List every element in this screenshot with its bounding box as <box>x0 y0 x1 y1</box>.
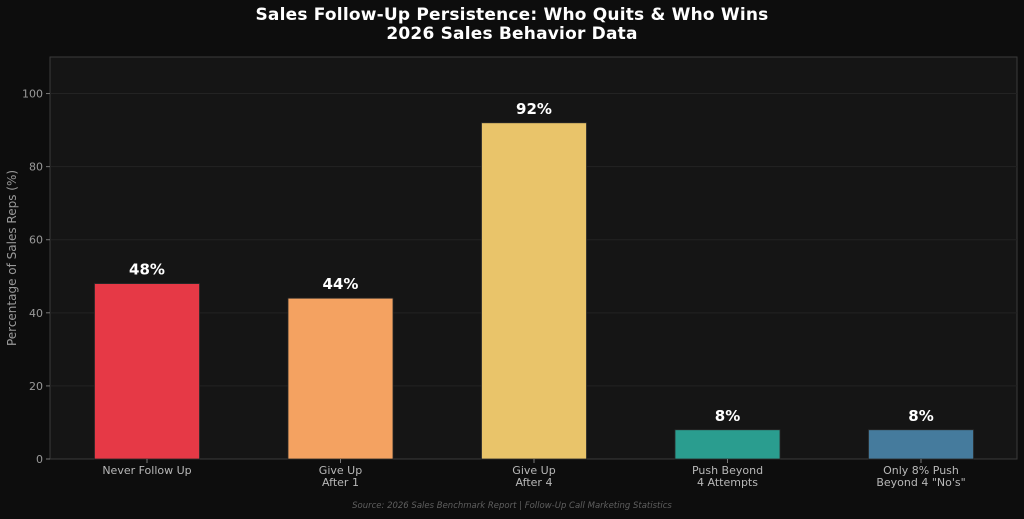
x-tick-label: Beyond 4 "No's" <box>876 476 965 489</box>
data-label: 92% <box>516 100 552 118</box>
bar <box>94 283 200 460</box>
data-label: 48% <box>129 261 165 279</box>
bar <box>481 122 587 460</box>
x-tick-label: After 1 <box>322 476 359 489</box>
chart-subtitle: 2026 Sales Behavior Data <box>386 24 638 44</box>
data-label: 44% <box>323 275 359 293</box>
data-label: 8% <box>715 407 740 425</box>
y-tick-label: 40 <box>29 307 43 320</box>
x-tick-label: 4 Attempts <box>697 476 758 489</box>
x-tick-label: Give Up <box>319 464 362 477</box>
y-tick-label: 60 <box>29 234 43 247</box>
x-tick-label: After 4 <box>516 476 553 489</box>
x-tick-label: Only 8% Push <box>883 464 959 477</box>
x-tick-label: Never Follow Up <box>102 464 191 477</box>
bar <box>674 429 781 460</box>
x-tick-label: Give Up <box>512 464 555 477</box>
chart-title: Sales Follow-Up Persistence: Who Quits &… <box>255 5 769 25</box>
x-tick-label: Push Beyond <box>692 464 763 477</box>
source-note: Source: 2026 Sales Benchmark Report | Fo… <box>352 501 672 511</box>
y-tick-label: 100 <box>22 88 43 101</box>
y-axis-label: Percentage of Sales Reps (%) <box>5 170 19 346</box>
bar <box>287 297 394 460</box>
y-tick-label: 0 <box>36 453 43 466</box>
data-label: 8% <box>908 407 933 425</box>
y-tick-label: 20 <box>29 380 43 393</box>
y-tick-label: 80 <box>29 161 43 174</box>
bar <box>868 429 974 460</box>
